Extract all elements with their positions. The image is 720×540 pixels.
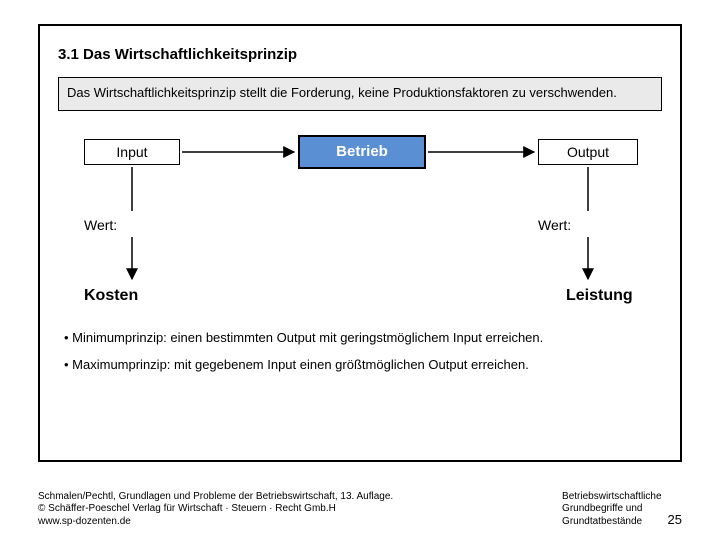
kosten-label: Kosten: [84, 287, 138, 305]
footer-left-line2: © Schäffer-Poeschel Verlag für Wirtschaf…: [38, 503, 393, 516]
footer-right-text: Betriebswirtschaftliche Grundbegriffe un…: [562, 491, 661, 529]
bullet-max: • Maximumprinzip: mit gegebenem Input ei…: [64, 356, 656, 374]
slide: 3.1 Das Wirtschaftlichkeitsprinzip Das W…: [0, 0, 720, 540]
section-heading: 3.1 Das Wirtschaftlichkeitsprinzip: [58, 46, 662, 63]
footer-left-line1: Schmalen/Pechtl, Grundlagen und Probleme…: [38, 491, 393, 504]
bullet-min: • Minimumprinzip: einen bestimmten Outpu…: [64, 329, 656, 347]
footer-left: Schmalen/Pechtl, Grundlagen und Probleme…: [38, 491, 393, 529]
footer-right-line2: Grundbegriffe und: [562, 503, 661, 516]
footer-right-line1: Betriebswirtschaftliche: [562, 491, 661, 504]
content-frame: 3.1 Das Wirtschaftlichkeitsprinzip Das W…: [38, 24, 682, 462]
page-number: 25: [668, 512, 682, 528]
slide-footer: Schmalen/Pechtl, Grundlagen und Probleme…: [38, 491, 682, 529]
diagram: Input Betrieb Output: [58, 129, 662, 319]
wert-label-right: Wert:: [538, 217, 571, 233]
definition-box: Das Wirtschaftlichkeitsprinzip stellt di…: [58, 77, 662, 111]
bullet-list: • Minimumprinzip: einen bestimmten Outpu…: [58, 329, 662, 374]
wert-label-left: Wert:: [84, 217, 117, 233]
leistung-label: Leistung: [566, 287, 633, 305]
footer-right-line3: Grundtatbestände: [562, 516, 661, 529]
footer-left-line3: www.sp-dozenten.de: [38, 516, 393, 529]
footer-right: Betriebswirtschaftliche Grundbegriffe un…: [562, 491, 682, 529]
